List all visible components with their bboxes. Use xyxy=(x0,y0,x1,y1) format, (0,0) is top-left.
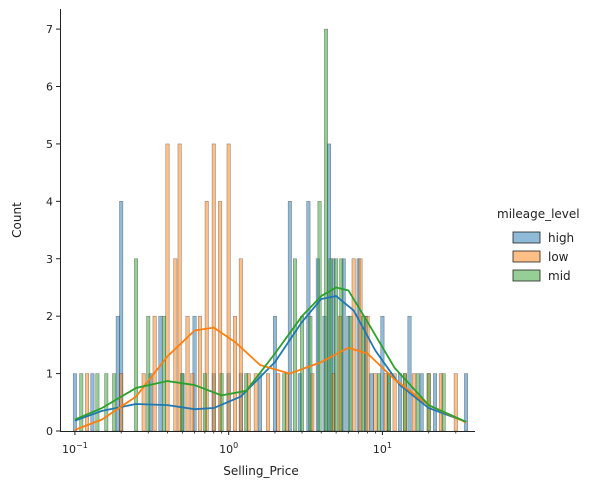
legend-swatch-mid xyxy=(512,269,541,282)
bar-low xyxy=(85,373,90,432)
bar-high xyxy=(72,373,77,432)
bar-low xyxy=(351,258,356,432)
bar-low xyxy=(453,373,458,432)
bar-high xyxy=(407,315,412,432)
bar-low xyxy=(276,373,281,432)
bar-mid xyxy=(402,373,407,432)
bar-high xyxy=(158,315,163,432)
bars-layer xyxy=(72,28,469,432)
bar-low xyxy=(265,373,270,432)
legend-label-low: low xyxy=(548,250,569,264)
x-tick-label: 100 xyxy=(219,441,238,456)
legend: mileage_level high low mid xyxy=(497,207,580,283)
bar-mid xyxy=(441,373,446,432)
bar-high xyxy=(433,373,438,432)
bar-mid xyxy=(324,28,329,432)
bar-low xyxy=(165,143,170,432)
bar-mid xyxy=(348,315,353,432)
bar-low xyxy=(233,315,237,432)
y-tick-label: 5 xyxy=(46,138,53,151)
y-tick-label: 0 xyxy=(46,425,53,438)
bar-mid xyxy=(219,373,224,432)
bar-mid xyxy=(426,373,431,432)
bar-low xyxy=(411,373,416,432)
axes-layer xyxy=(60,9,475,432)
kde-line-mid xyxy=(74,286,467,423)
bar-high xyxy=(380,315,385,432)
kde-line-low xyxy=(74,326,467,431)
bar-mid xyxy=(282,373,287,432)
kde-layer xyxy=(74,286,467,431)
legend-entries: high low mid xyxy=(512,231,574,283)
bar-low xyxy=(238,258,243,432)
bar-mid xyxy=(334,258,339,432)
x-axis-label: Selling_Price xyxy=(223,464,299,478)
bar-high xyxy=(273,315,277,432)
bar-mid xyxy=(300,315,304,432)
bar-low xyxy=(185,315,190,432)
legend-title: mileage_level xyxy=(497,207,580,221)
bar-mid xyxy=(244,373,249,432)
bar-mid xyxy=(415,373,420,432)
bar-low xyxy=(173,258,178,432)
bar-low xyxy=(119,373,124,432)
bar-low xyxy=(226,143,231,432)
y-tick-label: 6 xyxy=(46,81,53,94)
kde-line-high xyxy=(74,295,467,423)
bar-mid xyxy=(339,258,344,432)
bar-mid xyxy=(104,373,109,432)
y-tick-label: 3 xyxy=(46,253,53,266)
bar-mid xyxy=(317,201,322,432)
legend-swatch-low xyxy=(512,250,541,263)
bar-high xyxy=(258,373,263,432)
y-tick-label: 2 xyxy=(46,310,53,323)
y-tick-label: 4 xyxy=(46,195,53,208)
bar-high xyxy=(369,373,374,432)
x-tick-label: 10−1 xyxy=(62,441,88,456)
bar-mid xyxy=(79,373,84,432)
bar-high xyxy=(115,315,120,432)
bar-mid xyxy=(202,373,207,432)
legend-label-mid: mid xyxy=(548,269,571,283)
bar-mid xyxy=(293,258,297,432)
bar-low xyxy=(141,373,146,432)
bar-mid xyxy=(146,315,151,432)
bar-mid xyxy=(386,373,391,432)
bar-mid xyxy=(308,315,313,432)
bar-low xyxy=(211,143,216,432)
bar-low xyxy=(190,373,195,432)
y-tick-label: 1 xyxy=(46,368,53,381)
legend-label-high: high xyxy=(548,231,574,245)
bar-low xyxy=(392,373,397,432)
bar-mid xyxy=(361,315,366,432)
bar-low xyxy=(197,315,202,432)
bar-mid xyxy=(377,373,381,432)
bar-mid xyxy=(328,258,333,432)
x-tick-label: 101 xyxy=(373,441,392,456)
ticks-layer: 0 1 2 3 4 5 6 7 10−1 100 101 xyxy=(46,23,457,456)
bar-mid xyxy=(162,315,167,432)
y-tick-label: 7 xyxy=(46,23,53,36)
bar-low xyxy=(373,373,378,432)
legend-swatch-high xyxy=(512,231,541,244)
y-axis-label: Count xyxy=(10,202,24,238)
